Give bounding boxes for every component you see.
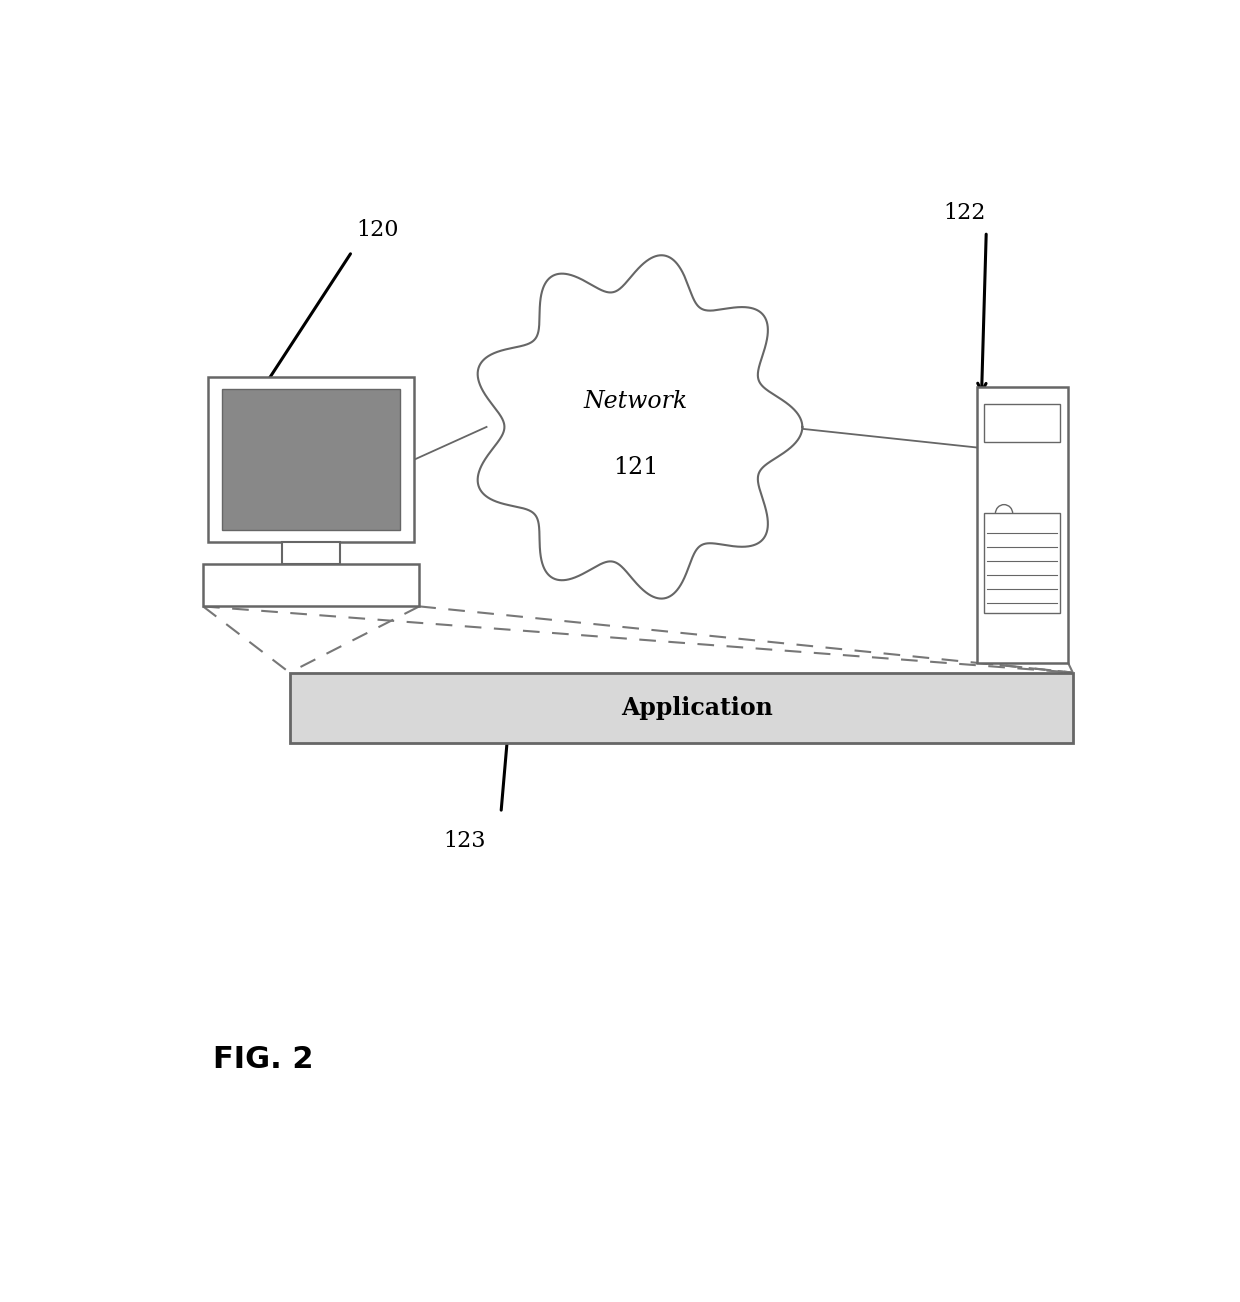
Text: FIG. 2: FIG. 2 [213,1044,314,1074]
Bar [985,513,1060,613]
Text: Network: Network [583,391,688,413]
Bar [977,387,1068,663]
Polygon shape [477,255,802,599]
Bar [290,673,1073,742]
Bar [208,376,414,542]
Bar [283,542,340,564]
Text: 123: 123 [444,829,486,852]
Text: 120: 120 [357,220,399,241]
Bar [222,389,401,530]
Text: 122: 122 [942,202,986,224]
Text: Application: Application [621,695,773,720]
Bar [985,404,1060,441]
Text: 121: 121 [613,456,658,479]
Bar [203,564,419,607]
Circle shape [996,505,1013,522]
